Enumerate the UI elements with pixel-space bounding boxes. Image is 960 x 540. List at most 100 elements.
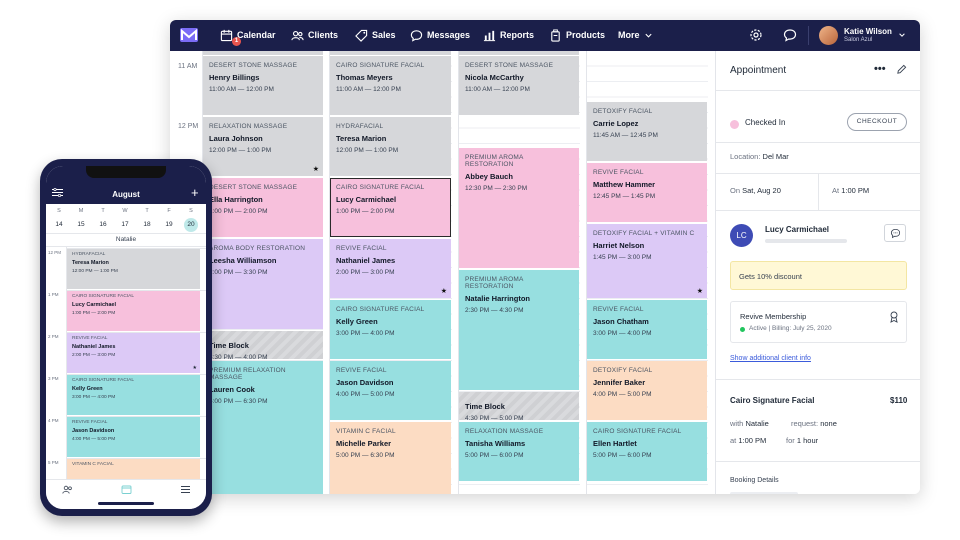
show-client-info-link[interactable]: Show additional client info xyxy=(730,355,811,362)
appointment-block[interactable]: Revive Facial Jason Davidson 4:00 PM — 5:0… xyxy=(330,361,451,420)
client-name[interactable]: Lucy Carmichael xyxy=(765,225,830,234)
week-date[interactable]: 19 xyxy=(165,221,173,228)
appointment-block[interactable]: Time Block 3:30 PM — 4:00 PM xyxy=(203,330,323,360)
mobile-staff-name[interactable]: Natalie xyxy=(115,236,137,243)
week-date[interactable]: 15 xyxy=(77,221,85,228)
appointment-time: 11:00 AM — 12:00 PM xyxy=(336,86,401,93)
nav-more[interactable]: More xyxy=(618,20,653,51)
message-client-button[interactable] xyxy=(884,224,906,242)
filter-menu-icon[interactable] xyxy=(52,188,63,197)
week-date[interactable]: 14 xyxy=(55,221,63,228)
add-plus-icon[interactable]: + xyxy=(191,185,199,200)
checkout-button[interactable]: CHECKOUT xyxy=(847,113,907,131)
nav-reports[interactable]: Reports xyxy=(483,20,534,51)
nav-messages[interactable]: Messages xyxy=(410,20,470,51)
mobile-appointment-time: 4:00 PM — 5:00 PM xyxy=(72,437,116,442)
appointment-block[interactable]: Hydrafacial Teresa Marion 12:00 PM — 1:00 … xyxy=(330,117,451,176)
week-date[interactable]: 16 xyxy=(99,221,107,228)
week-date[interactable]: 17 xyxy=(121,221,129,228)
mobile-appointment-block[interactable]: Cairo Signature Facial Lucy Carmichael 1:0… xyxy=(67,291,200,331)
nav-products[interactable]: Products xyxy=(549,20,605,51)
appointment-block[interactable]: Cairo Signature Facial Lucy Carmichael 1:0… xyxy=(330,178,451,237)
divider xyxy=(716,173,920,174)
appointment-block[interactable]: Detoxify Facial Carrie Lopez 11:45 AM — 12… xyxy=(587,101,707,161)
appointment-block[interactable]: Aroma Body Restoration Leesha Williamson 2… xyxy=(203,239,323,329)
mobile-phone-frame: August + S 14 M 15 T 16 W 17 T 18 F 19 S 20 Natalie 1… xyxy=(40,159,212,516)
location-value: Del Mar xyxy=(762,152,789,161)
appointment-client: Natalie Harrington xyxy=(465,293,531,303)
appointment-block[interactable]: Desert Stone Massage Nicola McCarthy 11:00… xyxy=(459,56,579,115)
appointment-block[interactable]: Revive Facial Jason Chatham 3:00 PM — 4:00… xyxy=(587,300,707,359)
calendar-tab-icon[interactable] xyxy=(121,485,132,494)
appointment-block[interactable]: Vitamin C Facial Michelle Parker 5:00 PM —… xyxy=(330,422,451,494)
time-label-11am: 11 AM xyxy=(178,63,198,70)
mobile-time-label: 4 PM xyxy=(48,418,59,423)
mobile-appointment-block[interactable]: Revive Facial Nathaniel James 2:00 PM — 3:… xyxy=(67,333,200,373)
appointment-time: 11:45 AM — 12:45 PM xyxy=(593,131,658,139)
nav-sales[interactable]: Sales xyxy=(355,20,396,51)
time-row[interactable]: At 1:00 PM xyxy=(832,186,869,195)
appointment-block[interactable]: Detoxify Facial + Vitamin C Harriet Nelso… xyxy=(587,223,707,298)
nav-calendar[interactable]: 1 Calendar xyxy=(220,20,276,51)
week-date[interactable]: 20 xyxy=(184,218,198,232)
membership-status: Active xyxy=(749,325,767,332)
mobile-appointment-block[interactable]: Revive Facial Jason Davidson 4:00 PM — 5:0… xyxy=(67,417,200,457)
appointment-block[interactable]: Premium Relaxation Massage Lauren Cook 4:0… xyxy=(203,361,323,494)
mobile-appointment-service: Revive Facial xyxy=(72,336,108,341)
top-navigation-bar: 1 Calendar Clients Sales Messages Report… xyxy=(170,20,920,51)
mobile-appointment-block[interactable]: Hydrafacial Teresa Marion 12:00 PM — 1:00 … xyxy=(67,249,200,289)
appointment-service: Desert Stone Massage xyxy=(209,62,298,69)
appointment-service: Desert Stone Massage xyxy=(209,184,298,191)
appointment-time: 2:00 PM — 3:00 PM xyxy=(336,269,395,276)
appointment-service: Premium Relaxation Massage xyxy=(209,367,286,381)
mobile-appointment-client: Teresa Marion xyxy=(72,260,109,266)
appointment-client: Laura Johnson xyxy=(209,134,263,143)
appointment-block[interactable]: Desert Stone Massage Henry Billings 11:00 … xyxy=(203,56,323,115)
mobile-appointment-time: 1:00 PM — 2:00 PM xyxy=(72,311,116,316)
menu-hamburger-icon[interactable] xyxy=(180,485,191,494)
appointment-service: Detoxify Facial xyxy=(593,367,653,374)
clients-tab-icon[interactable] xyxy=(62,485,73,494)
mobile-tab-bar xyxy=(46,479,206,509)
appointment-block[interactable]: Cairo Signature Facial Thomas Meyers 11:00… xyxy=(330,56,451,115)
appointment-block[interactable]: Desert Stone Massage Ella Harrington 1:00 … xyxy=(203,178,323,237)
appointment-block[interactable]: Revive Facial Matthew Hammer 12:45 PM — 1:… xyxy=(587,162,707,222)
chat-icon[interactable] xyxy=(783,28,797,42)
booking-details-title: Booking Details xyxy=(730,477,779,484)
more-options-icon[interactable]: ••• xyxy=(874,63,886,75)
user-avatar[interactable] xyxy=(819,26,838,45)
appointment-time: 3:30 PM — 4:00 PM xyxy=(209,353,268,360)
settings-gear-icon[interactable] xyxy=(749,28,763,42)
appointment-block[interactable]: Cairo Signature Facial Ellen Hartlet 5:00 … xyxy=(587,422,707,481)
appointment-block[interactable]: Relaxation Massage Tanisha Williams 5:00 P… xyxy=(459,422,579,481)
appointment-client: Leesha Williamson xyxy=(209,256,277,265)
mobile-month-title[interactable]: August xyxy=(112,190,140,199)
appointment-client: Thomas Meyers xyxy=(336,73,393,82)
appointment-block[interactable]: Premium Aroma Restoration Natalie Harring… xyxy=(459,269,579,390)
mobile-appointment-block[interactable]: Cairo Signature Facial Kelly Green 3:00 PM… xyxy=(67,375,200,415)
appointment-block[interactable]: Revive Facial Nathaniel James 2:00 PM — 3:… xyxy=(330,239,451,298)
edit-pencil-icon[interactable] xyxy=(896,64,907,75)
nav-sales-label: Sales xyxy=(372,30,396,40)
appointment-block[interactable]: Cairo Signature Facial Kelly Green 3:00 PM… xyxy=(330,300,451,359)
appointment-service: Cairo Signature Facial xyxy=(593,428,682,435)
appointment-block[interactable]: Relaxation Massage Laura Johnson 12:00 PM … xyxy=(203,117,323,176)
date-row[interactable]: On Sat, Aug 20 xyxy=(730,186,781,195)
appointment-time: 12:00 PM — 1:00 PM xyxy=(209,147,272,154)
appointment-block[interactable]: Time Block 4:30 PM — 5:00 PM xyxy=(459,391,579,420)
active-status-dot xyxy=(740,327,745,332)
app-logo-icon[interactable] xyxy=(180,28,198,42)
client-avatar[interactable]: LC xyxy=(730,224,753,247)
nav-clients[interactable]: Clients xyxy=(291,20,338,51)
user-menu-chevron-icon[interactable] xyxy=(898,31,906,39)
divider xyxy=(46,246,206,247)
mobile-time-label: 12 PM xyxy=(48,250,62,255)
appointment-block[interactable]: Detoxify Facial Jennifer Baker 4:00 PM — 5… xyxy=(587,361,707,420)
appointment-block[interactable]: Premium Aroma Restoration Abbey Bauch 12:3… xyxy=(459,147,579,268)
mobile-appointment-service: Vitamin C Facial xyxy=(72,462,114,467)
appointment-client: Carrie Lopez xyxy=(593,118,639,128)
week-date[interactable]: 18 xyxy=(143,221,151,228)
appointment-time: 12:30 PM — 2:30 PM xyxy=(465,184,528,192)
user-name[interactable]: Katie Wilson xyxy=(844,27,892,36)
membership-card[interactable]: Revive Membership Active | Billing: July… xyxy=(730,301,907,343)
